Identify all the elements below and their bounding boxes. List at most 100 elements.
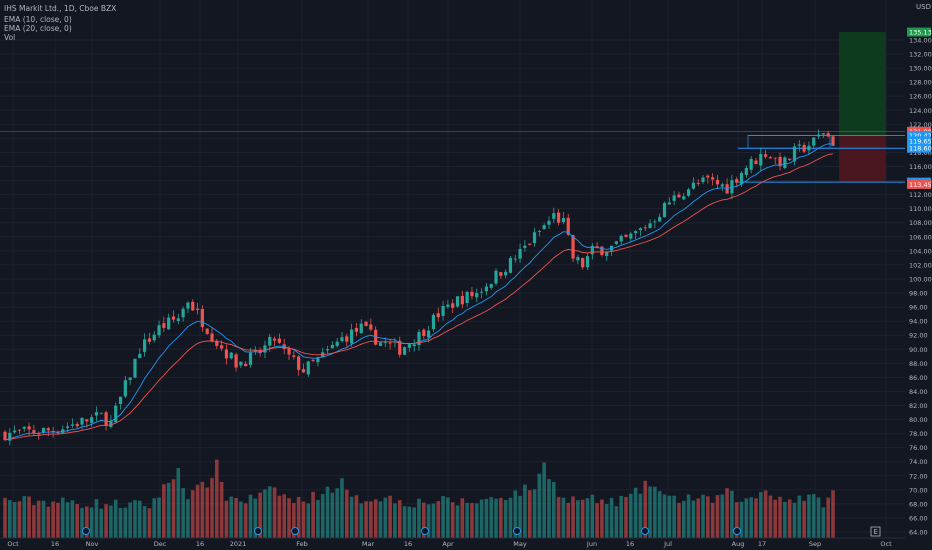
candle-body [128, 377, 132, 380]
candle-body [287, 348, 291, 355]
event-marker-icon[interactable] [641, 527, 649, 535]
volume-bar [118, 507, 123, 538]
volume-bar [190, 490, 195, 538]
y-tick-label: 112.00 [909, 191, 932, 199]
candle-body [350, 329, 354, 344]
volume-bar [137, 500, 142, 538]
candle-body [17, 429, 22, 431]
candle-body [90, 417, 94, 423]
volume-bar [128, 502, 132, 538]
event-marker-icon[interactable] [254, 527, 262, 535]
ema10-line [4, 143, 834, 441]
event-marker-icon[interactable] [421, 527, 429, 535]
volume-bar [181, 488, 185, 538]
price-tag: 118.60 [907, 143, 932, 153]
event-marker-icon[interactable] [733, 527, 741, 535]
candle-body [205, 328, 209, 335]
volume-bar [739, 501, 744, 538]
x-tick-label: Sep [809, 540, 821, 548]
candle-body [297, 356, 301, 370]
candle-body [181, 308, 185, 318]
event-marker-icon[interactable] [291, 527, 299, 535]
volume-bar [80, 507, 84, 538]
candle-body [70, 424, 74, 426]
candle-body [585, 256, 590, 268]
volume-bar [556, 496, 561, 538]
volume-bar [725, 488, 729, 538]
profit-zone[interactable] [839, 32, 886, 136]
event-marker-icon[interactable] [513, 527, 521, 535]
volume-bar [397, 500, 402, 538]
volume-bar [831, 490, 835, 538]
y-tick-label: 98.00 [909, 290, 928, 298]
y-tick-label: 106.00 [909, 233, 932, 241]
x-tick-label: 16 [51, 540, 59, 548]
volume-bar [56, 502, 60, 538]
volume-bar [792, 502, 797, 538]
volume-bar [229, 496, 234, 538]
time-axis[interactable]: Oct 16 Nov Dec 16 2021 Feb Mar 16 Apr May Jun 16 Jul A… [0, 527, 905, 549]
scale-button[interactable] [870, 526, 881, 537]
range-box[interactable] [747, 135, 831, 149]
candle-body [364, 321, 368, 327]
volume-bar [720, 494, 725, 538]
candle-body [210, 333, 214, 342]
candle-body [427, 330, 431, 338]
volume-bar [157, 497, 161, 538]
volume-bar [580, 499, 585, 538]
volume-bar [417, 498, 421, 538]
volume-bar [344, 489, 349, 538]
y-tick-label: 92.00 [909, 332, 928, 340]
x-tick-label: Jun [586, 540, 597, 548]
price-tag-label: 119.65 [909, 137, 932, 145]
candle-body [489, 284, 493, 288]
volume-bar [3, 497, 7, 538]
candle-body [133, 358, 137, 378]
candle-body [605, 251, 609, 257]
long-position-zones[interactable] [839, 32, 886, 183]
loss-zone[interactable] [839, 135, 886, 183]
volume-bar [754, 498, 758, 538]
candle-body [528, 243, 532, 245]
candle-body [744, 167, 748, 175]
y-tick-label: 94.00 [909, 318, 928, 326]
volume-bar [787, 499, 792, 538]
volume-bar [393, 503, 397, 538]
event-marker-icon[interactable] [82, 527, 90, 535]
x-tick-label: 16 [196, 540, 204, 548]
volume-bar [653, 486, 657, 538]
volume-bar [123, 507, 128, 538]
volume-bar [532, 489, 537, 538]
y-tick-label: 128.00 [909, 79, 932, 87]
candle-body [402, 347, 407, 355]
y-tick-label: 100.00 [909, 275, 932, 283]
candle-body [369, 324, 373, 330]
y-tick-label: 122.00 [909, 121, 932, 129]
grid-lines [0, 0, 905, 538]
candle-body [167, 317, 171, 330]
candle-body [41, 427, 46, 433]
y-tick-label: 90.00 [909, 346, 928, 354]
volume-bar [46, 506, 51, 538]
volume-bar [662, 494, 667, 538]
y-tick-label: 82.00 [909, 402, 928, 410]
horizontal-levels[interactable] [0, 131, 905, 183]
candle-body [552, 213, 556, 219]
candle-body [378, 342, 383, 346]
volume-bar [32, 505, 36, 538]
candle-body [191, 301, 195, 311]
volume-bar [643, 480, 648, 538]
volume-bar [604, 504, 609, 538]
volume-bar [518, 495, 522, 538]
candle-body [359, 323, 363, 334]
candle-body [465, 291, 469, 304]
candle-body [561, 218, 566, 223]
candle-body [831, 136, 835, 146]
x-tick-label: 16 [626, 540, 634, 548]
volume-bar [527, 490, 532, 538]
volume-bar [484, 498, 489, 538]
volume-bar [474, 503, 479, 538]
y-tick-label: 104.00 [909, 247, 932, 255]
price-tag-bg [907, 136, 931, 146]
